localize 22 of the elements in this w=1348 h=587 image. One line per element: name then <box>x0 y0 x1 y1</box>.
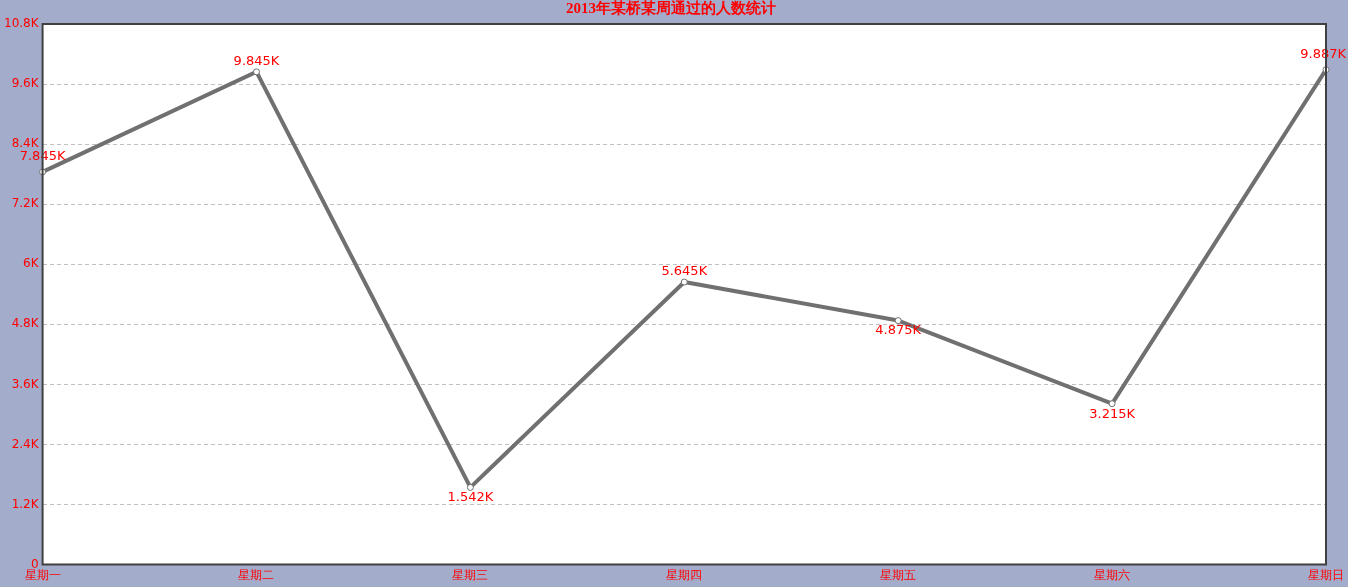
y-tick-label: 8.4K <box>11 136 40 151</box>
y-tick-label: 9.6K <box>11 76 40 91</box>
x-tick-label: 星期三 <box>452 567 489 582</box>
x-tick-label: 星期二 <box>238 567 275 582</box>
y-tick-label: 6K <box>23 256 40 271</box>
data-label: 3.215K <box>1089 405 1136 421</box>
data-label: 5.645K <box>661 262 708 278</box>
y-tick-label: 10.8K <box>3 16 40 31</box>
x-tick-label: 星期四 <box>666 567 703 582</box>
x-tick-label: 星期日 <box>1308 567 1344 582</box>
y-tick-label: 2.4K <box>11 436 40 451</box>
y-tick-label: 7.2K <box>11 196 40 211</box>
data-label: 9.845K <box>233 52 280 68</box>
chart-title: 2013年某桥某周通过的人数统计 <box>566 0 776 16</box>
y-tick-label: 1.2K <box>11 496 40 511</box>
x-tick-label: 星期一 <box>24 567 61 582</box>
data-label: 1.542K <box>447 489 494 505</box>
y-tick-label: 4.8K <box>11 316 40 331</box>
x-tick-label: 星期五 <box>880 567 917 582</box>
y-tick-label: 3.6K <box>11 376 40 391</box>
data-label: 4.875K <box>875 322 922 338</box>
x-tick-label: 星期六 <box>1094 567 1131 582</box>
